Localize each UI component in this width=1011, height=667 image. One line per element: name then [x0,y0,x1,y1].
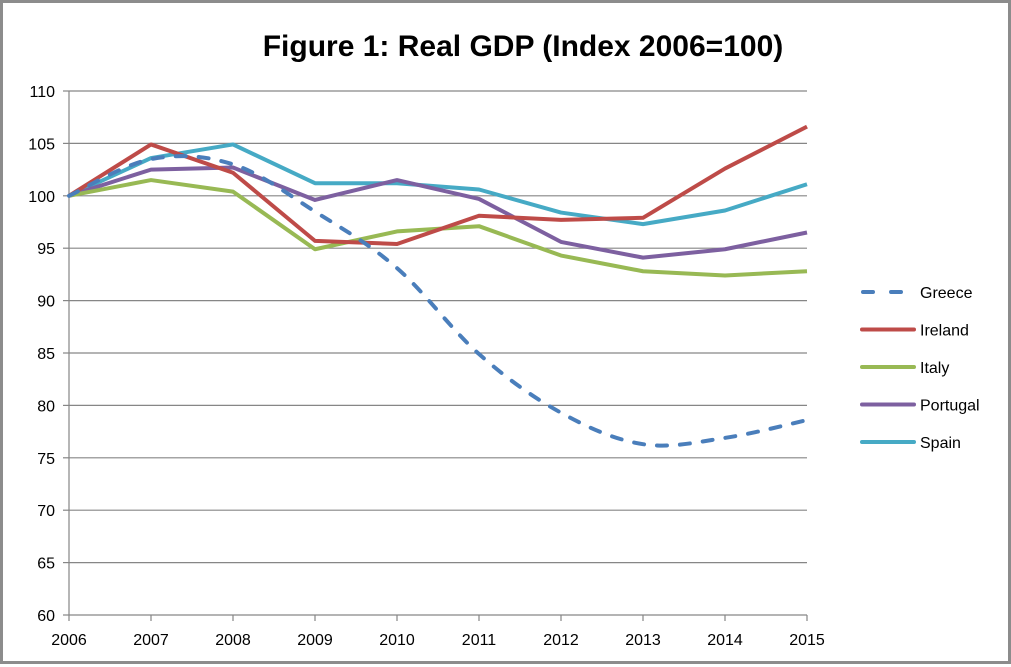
legend-label: Portugal [920,398,980,415]
legend-item-spain: Spain [860,435,961,452]
y-tick-label: 75 [37,451,55,468]
legend-item-greece: Greece [861,285,973,302]
y-tick-label: 90 [37,294,55,311]
legend-item-portugal: Portugal [860,398,980,415]
y-tick-label: 60 [37,608,55,625]
y-tick-label: 85 [37,346,55,363]
x-tick-label: 2013 [625,632,661,649]
x-tick-label: 2009 [297,632,333,649]
x-axis-ticks: 2006 2007 2008 2009 2010 2011 2012 2013 2014 2015 [51,615,825,649]
chart-title: Figure 1: Real GDP (Index 2006=100) [263,30,784,63]
x-tick-label: 2008 [215,632,251,649]
x-tick-label: 2007 [133,632,169,649]
legend-label: Spain [920,435,961,452]
gridlines [69,90,807,564]
x-tick-label: 2010 [379,632,415,649]
legend-item-ireland: Ireland [860,323,969,340]
legend: Greece Ireland Italy Portugal Spain [860,285,980,452]
legend-label: Greece [920,285,973,302]
series-lines [67,124,809,448]
series-line-portugal [68,165,808,260]
x-tick-label: 2006 [51,632,87,649]
y-tick-label: 65 [37,556,55,573]
y-tick-label: 110 [29,84,55,101]
series-line-spain [68,142,808,227]
x-tick-label: 2012 [543,632,579,649]
series-line-ireland [67,124,808,247]
legend-item-italy: Italy [860,360,949,377]
y-tick-label: 95 [37,241,55,258]
y-tick-label: 80 [37,398,55,415]
series-line-greece [67,154,809,448]
legend-label: Ireland [920,323,969,340]
x-tick-label: 2014 [707,632,743,649]
y-tick-label: 105 [28,136,55,153]
y-axis-ticks: 60 65 70 75 80 85 90 95 100 105 110 [28,84,69,625]
y-tick-label: 70 [37,503,55,520]
legend-label: Italy [920,360,949,377]
line-chart: Figure 1: Real GDP (Index 2006=100) 60 65… [28,30,980,649]
x-tick-label: 2015 [789,632,825,649]
y-tick-label: 100 [28,189,55,206]
x-tick-label: 2011 [462,632,497,649]
